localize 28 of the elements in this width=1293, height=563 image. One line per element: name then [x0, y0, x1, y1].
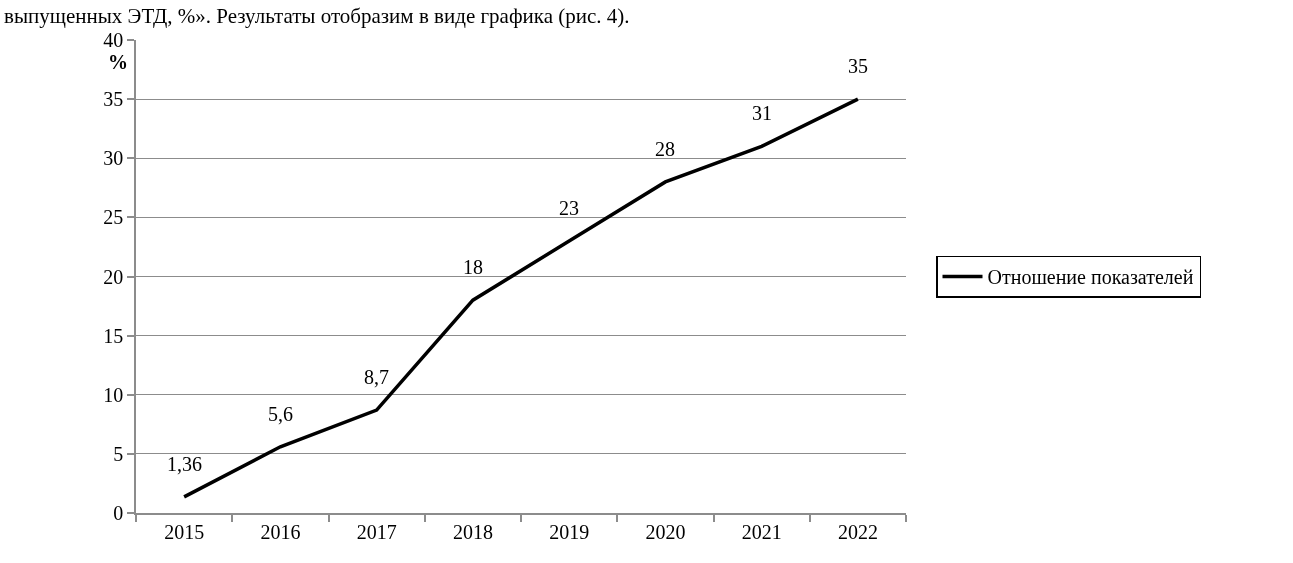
x-tick-label: 2017 — [356, 520, 397, 543]
x-tick-label: 2020 — [645, 520, 686, 543]
y-tick-label: 25 — [103, 206, 124, 229]
y-tick-label: 35 — [103, 88, 124, 111]
text: выпущенных ЭТД, %». Результаты отобразим в виде графика (рис. 4). — [4, 4, 630, 28]
y-tick-label: 15 — [103, 324, 124, 347]
y-axis-title: % — [108, 51, 128, 73]
x-tick-label: 2021 — [741, 520, 782, 543]
x-tick-label: 2015 — [164, 520, 205, 543]
data-label: 23 — [559, 197, 579, 219]
x-tick-label: 2016 — [260, 520, 301, 543]
y-tick-label: 5 — [113, 442, 124, 465]
x-tick-label: 2022 — [837, 520, 878, 543]
legend-label: Отношение показателей — [987, 266, 1194, 289]
x-tick-label: 2018 — [452, 520, 493, 543]
data-label: 31 — [752, 102, 772, 124]
data-label: 35 — [848, 55, 868, 77]
data-label: 28 — [655, 138, 675, 160]
y-tick-label: 30 — [103, 147, 124, 170]
y-tick-label: 10 — [103, 383, 124, 406]
y-tick-label: 20 — [103, 265, 124, 288]
data-label: 8,7 — [364, 366, 389, 388]
x-tick-label: 2019 — [549, 520, 590, 543]
data-label: 1,36 — [167, 453, 202, 475]
y-tick-label: 40 — [103, 29, 124, 51]
y-tick-label: 0 — [113, 502, 124, 524]
data-label: 5,6 — [268, 403, 293, 425]
data-label: 18 — [463, 256, 483, 278]
